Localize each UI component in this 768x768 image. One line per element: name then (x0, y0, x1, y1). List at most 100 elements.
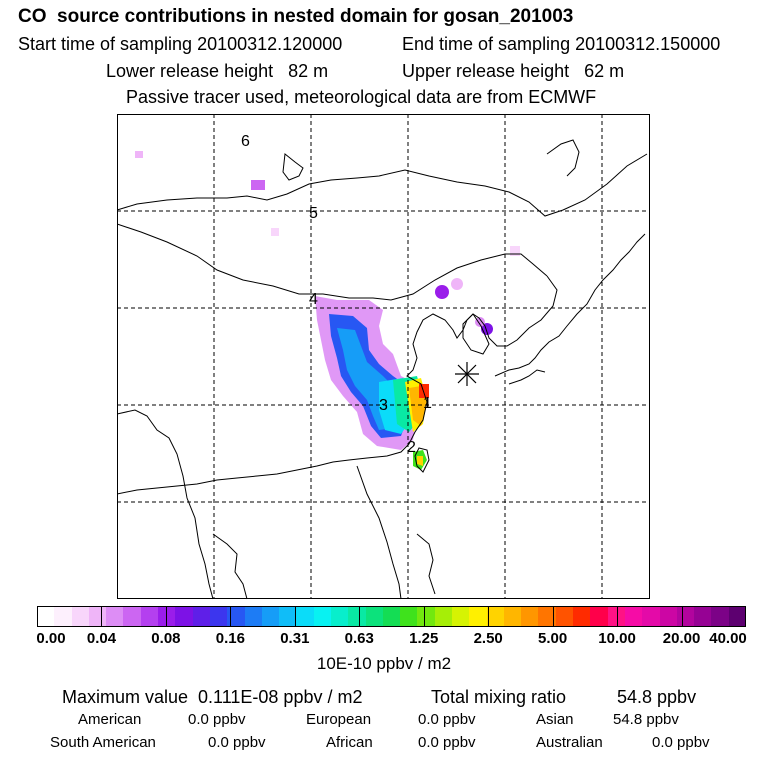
region-name: American (78, 711, 142, 728)
border-line (212, 533, 248, 600)
colorbar-cell (89, 606, 106, 627)
max-value-label: Maximum value 0.111E-08 ppbv / m2 (62, 687, 363, 707)
marker-1: 1 (423, 395, 432, 412)
region-value: 0.0 ppbv (652, 734, 710, 751)
total-mixing-value: 54.8 ppbv (617, 687, 697, 707)
coastline-japan-south (508, 369, 546, 385)
region-value: 0.0 ppbv (418, 734, 476, 751)
colorbar-cell (435, 606, 452, 627)
colorbar-cell (245, 606, 262, 627)
lake-outline (282, 153, 304, 181)
region-name: South American (50, 734, 156, 751)
region-value: 0.0 ppbv (188, 711, 246, 728)
colorbar-cell (314, 606, 331, 627)
colorbar-cell (625, 606, 642, 627)
colorbar-cell (331, 606, 348, 627)
coastline-philippines (416, 533, 436, 595)
colorbar-tick-label: 20.00 (662, 630, 701, 647)
colorbar-cell (72, 606, 89, 627)
colorbar-cell (227, 606, 245, 627)
colorbar-cell (504, 606, 521, 627)
colorbar-cell (417, 606, 435, 627)
region-value: 0.0 ppbv (418, 711, 476, 728)
colorbar-cell (383, 606, 400, 627)
field-cell (135, 151, 143, 158)
colorbar-cell (54, 606, 72, 627)
tracer-note: Passive tracer used, meteorological data… (126, 87, 597, 107)
concentration-field (135, 151, 520, 470)
colorbar-cell (521, 606, 538, 627)
colorbar-cell (487, 606, 504, 627)
colorbar (37, 606, 746, 627)
colorbar-cell (590, 606, 608, 627)
source-contribution-map: 1 2 3 4 5 6 (117, 114, 650, 600)
marker-5: 5 (309, 205, 318, 222)
colorbar-cell (608, 606, 625, 627)
end-time-label: End time of sampling 20100312.150000 (402, 34, 721, 54)
region-name: European (306, 711, 372, 728)
colorbar-tick-label: 0.00 (36, 630, 66, 647)
lower-release-label: Lower release height 82 m (106, 61, 329, 81)
region-name: Australian (536, 734, 603, 751)
coastline-japan (494, 233, 646, 377)
colorbar-cell (123, 606, 141, 627)
colorbar-cell (366, 606, 383, 627)
total-mixing-label: Total mixing ratio (431, 687, 567, 707)
colorbar-tick-label: 0.16 (215, 630, 245, 647)
colorbar-tick-label: 0.04 (86, 630, 117, 647)
receptor-asterisk-icon (455, 362, 479, 386)
marker-2: 2 (407, 439, 416, 456)
field-cell (475, 317, 485, 327)
field-cell (271, 228, 279, 236)
colorbar-cell (279, 606, 296, 627)
colorbar-cell (711, 606, 729, 627)
colorbar-tick-label: 0.63 (344, 630, 374, 647)
colorbar-tick-label: 0.31 (280, 630, 310, 647)
colorbar-cell (452, 606, 469, 627)
coastline-korea (462, 313, 490, 355)
colorbar-cell (677, 606, 694, 627)
region-name: African (326, 734, 373, 751)
coastline-sea (356, 465, 402, 600)
colorbar-cell (538, 606, 556, 627)
border-line (117, 223, 548, 301)
colorbar-cell (660, 606, 677, 627)
coastline-north (546, 139, 580, 177)
colorbar-tick-label: 5.00 (538, 630, 568, 647)
colorbar-tick-label: 2.50 (473, 630, 503, 647)
colorbar-cell (694, 606, 711, 627)
colorbar-cell (106, 606, 123, 627)
region-value: 0.0 ppbv (208, 734, 266, 751)
colorbar-tick-label: 10.00 (598, 630, 636, 647)
colorbar-cell (37, 606, 54, 627)
field-cell (451, 278, 463, 290)
coastline-taiwan (414, 447, 430, 473)
page-title: CO source contributions in nested domain… (18, 6, 574, 27)
colorbar-cell (296, 606, 314, 627)
marker-4: 4 (309, 291, 318, 308)
marker-6: 6 (241, 133, 250, 150)
colorbar-cell (193, 606, 210, 627)
region-name: Asian (536, 711, 574, 728)
field-cell (510, 246, 520, 256)
colorbar-cell (262, 606, 279, 627)
colorbar-cell (348, 606, 366, 627)
colorbar-tick-label: 40.00 (709, 630, 747, 647)
border-line (117, 153, 648, 217)
colorbar-unit: 10E-10 ppbv / m2 (316, 654, 452, 673)
field-cell (419, 384, 429, 398)
upper-release-label: Upper release height 62 m (402, 61, 625, 81)
colorbar-frame (37, 606, 746, 627)
border-line (117, 409, 214, 600)
coastlines (117, 139, 648, 600)
field-cell (417, 456, 423, 466)
colorbar-tick-label: 1.25 (409, 630, 439, 647)
field-cell (435, 285, 449, 299)
field-cell (251, 180, 265, 190)
colorbar-cell (400, 606, 417, 627)
colorbar-cell (141, 606, 158, 627)
colorbar-cell (573, 606, 590, 627)
colorbar-cell (175, 606, 193, 627)
coastline-china (117, 275, 558, 495)
colorbar-cell (556, 606, 573, 627)
